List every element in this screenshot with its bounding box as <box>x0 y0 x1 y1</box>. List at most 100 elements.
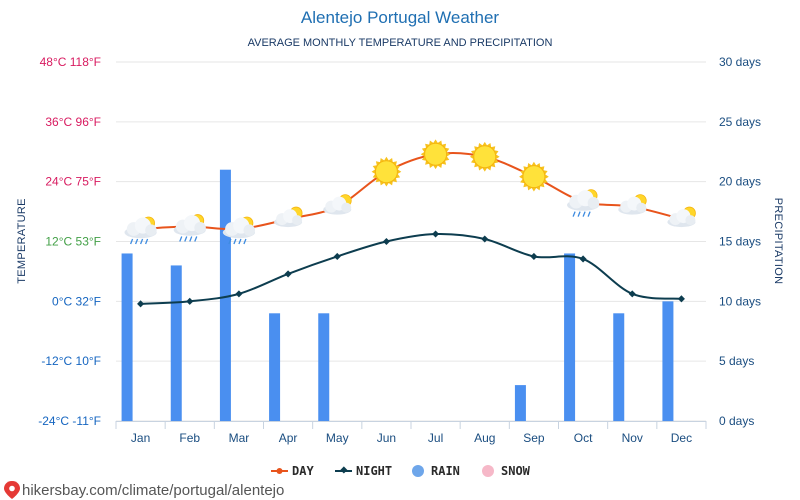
left-tick-label: 48°C 118°F <box>40 55 101 69</box>
rain-drop <box>194 236 198 242</box>
legend-item-snow[interactable]: SNOW <box>482 464 531 478</box>
x-tick-label: Jan <box>131 431 150 445</box>
night-point <box>481 235 489 243</box>
rain-drop <box>184 236 188 242</box>
rain-bar <box>613 313 625 421</box>
sun-icon <box>519 161 549 192</box>
rain-drop <box>139 238 144 245</box>
legend-label-snow: SNOW <box>501 464 531 478</box>
legend-label-day: DAY <box>292 464 314 478</box>
chart-title: Alentejo Portugal Weather <box>301 8 499 27</box>
rain-drop <box>243 238 247 245</box>
legend: DAY NIGHT RAIN SNOW <box>271 464 531 478</box>
rain-drop <box>179 236 183 242</box>
rain-cloud-sun-icon <box>566 189 600 217</box>
legend-item-day[interactable]: DAY <box>271 464 314 478</box>
cloud-sun-icon <box>274 206 303 228</box>
rain-bar <box>269 313 281 421</box>
x-tick-label: Apr <box>279 431 298 445</box>
right-tick-label: 15 days <box>719 235 761 249</box>
rain-drop <box>189 236 193 242</box>
sun-icon <box>469 141 500 172</box>
cloud-puff <box>587 197 600 209</box>
cloud-puff <box>636 202 647 213</box>
cloud-puff <box>341 202 352 213</box>
rain-cloud-sun-icon <box>222 216 256 245</box>
rain-drop <box>233 238 237 245</box>
left-tick-label: 12°C 53°F <box>45 235 101 249</box>
right-tick-label: 20 days <box>719 175 761 189</box>
x-tick-label: Aug <box>474 431 495 445</box>
night-point <box>284 270 292 278</box>
x-tick-label: Dec <box>671 431 692 445</box>
night-series <box>137 230 685 308</box>
sun-icon <box>371 156 402 187</box>
night-point <box>628 290 636 298</box>
left-axis-ticks: 48°C 118°F 36°C 96°F 24°C 75°F 12°C 53°F 0°C… <box>38 55 101 428</box>
left-tick-label: 0°C 32°F <box>52 294 101 308</box>
night-point <box>579 255 587 263</box>
rain-drop <box>144 238 149 245</box>
x-tick-label: Jul <box>428 431 443 445</box>
sun-disc <box>374 160 398 184</box>
x-tick-label: Nov <box>622 431 643 445</box>
night-point <box>137 300 145 308</box>
left-tick-label: 36°C 96°F <box>45 115 101 129</box>
left-tick-label: -24°C -11°F <box>38 414 101 428</box>
x-tick-label: Sep <box>523 431 545 445</box>
sun-disc <box>473 145 497 169</box>
rain-bar <box>662 301 674 421</box>
x-tick-label: Jun <box>377 431 396 445</box>
x-axis: Jan Feb Mar Apr May Jun Jul Aug Sep Oct Nov Dec <box>115 421 707 445</box>
night-point <box>530 252 538 260</box>
legend-item-rain[interactable]: RAIN <box>412 464 460 478</box>
rain-bar <box>219 169 231 421</box>
cloud-sun-icon <box>323 194 352 215</box>
right-axis-title: PRECIPITATION <box>772 198 784 285</box>
left-tick-label: 24°C 75°F <box>45 175 101 189</box>
cloud-puff <box>145 224 157 236</box>
right-tick-label: 0 days <box>719 414 754 428</box>
cloud-puff <box>685 215 696 226</box>
rain-bar <box>514 385 526 421</box>
legend-label-night: NIGHT <box>356 464 392 478</box>
footer-link[interactable]: hikersbay.com/climate/portugal/alentejo <box>4 481 284 499</box>
legend-label-rain: RAIN <box>431 464 460 478</box>
left-axis-title: TEMPERATURE <box>16 198 28 284</box>
right-tick-label: 10 days <box>719 294 761 308</box>
sun-disc <box>424 142 448 166</box>
pin-icon <box>4 481 20 499</box>
rain-drop <box>577 211 581 217</box>
footer-url: hikersbay.com/climate/portugal/alentejo <box>22 482 284 499</box>
rain-drop <box>129 238 134 245</box>
night-point <box>333 252 341 260</box>
right-tick-label: 30 days <box>719 55 761 69</box>
rain-bars <box>121 169 674 421</box>
night-point <box>186 297 194 305</box>
rain-drop <box>572 211 576 217</box>
right-tick-label: 25 days <box>719 115 761 129</box>
rain-bar <box>318 313 330 421</box>
x-tick-label: May <box>326 431 349 445</box>
rain-drop <box>134 238 139 245</box>
rain-cloud-sun-icon <box>124 216 157 245</box>
night-line <box>140 232 682 305</box>
rain-drop <box>582 211 586 217</box>
x-tick-label: Mar <box>229 431 250 445</box>
sun-disc <box>522 165 546 189</box>
rain-cloud-sun-icon <box>173 214 206 242</box>
rain-bar <box>121 253 133 421</box>
chart-subtitle: AVERAGE MONTHLY TEMPERATURE AND PRECIPIT… <box>248 37 553 49</box>
cloud-puff <box>194 221 206 234</box>
legend-item-night[interactable]: NIGHT <box>335 464 392 478</box>
rain-drop <box>238 238 242 245</box>
rain-bar <box>564 253 576 421</box>
cloud-sun-icon <box>618 194 647 215</box>
night-point <box>235 290 243 298</box>
left-tick-label: -12°C 10°F <box>41 354 101 368</box>
cloud-puff <box>243 224 256 236</box>
rain-drop <box>228 238 232 245</box>
cloud-puff <box>292 215 303 226</box>
right-axis-ticks: 30 days 25 days 20 days 15 days 10 days 5 day… <box>719 55 761 428</box>
